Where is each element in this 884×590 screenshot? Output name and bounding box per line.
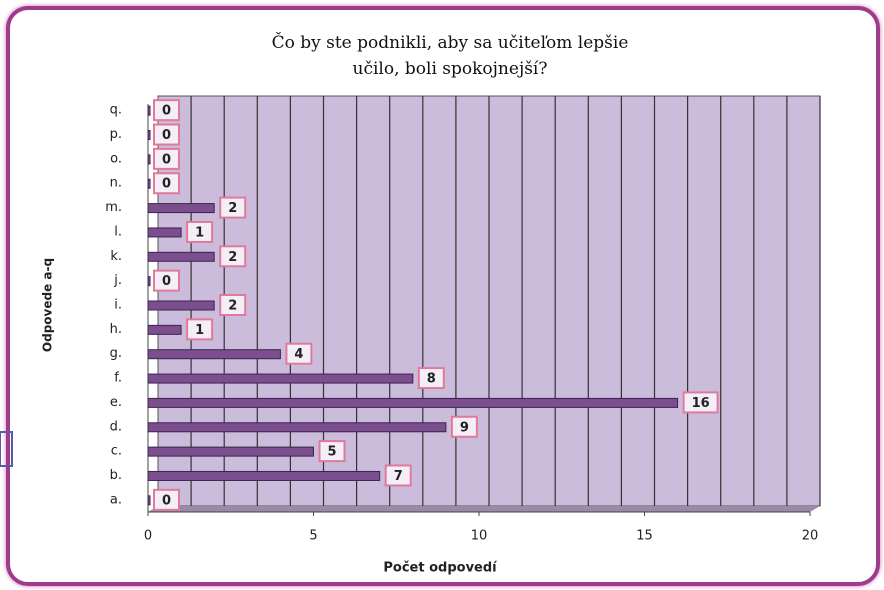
value-label: 0 bbox=[162, 104, 171, 119]
value-label-box bbox=[186, 318, 214, 341]
value-label: 7 bbox=[394, 469, 403, 484]
value-label-box bbox=[153, 99, 180, 122]
bar bbox=[147, 495, 151, 506]
value-label-box bbox=[186, 220, 214, 243]
value-label-box bbox=[384, 464, 412, 487]
bar bbox=[147, 470, 381, 481]
y-tick-label: c. bbox=[111, 444, 122, 459]
x-axis-label: Počet odpovedí bbox=[383, 561, 498, 576]
y-axis-label: Odpovede a-q bbox=[41, 258, 55, 352]
y-tick-label: g. bbox=[110, 346, 122, 361]
value-label: 8 bbox=[427, 372, 436, 387]
plot-floor bbox=[148, 506, 820, 512]
x-tick-label: 10 bbox=[471, 529, 488, 544]
value-label-box bbox=[417, 367, 445, 390]
bar bbox=[147, 105, 151, 116]
bar bbox=[147, 300, 215, 311]
value-label-box bbox=[450, 415, 478, 438]
y-tick-label: i. bbox=[114, 298, 122, 313]
value-label: 1 bbox=[195, 323, 204, 338]
value-label: 0 bbox=[162, 274, 171, 289]
bar bbox=[147, 251, 215, 262]
y-tick-label: f. bbox=[114, 371, 122, 386]
value-label-box bbox=[153, 123, 180, 146]
bar bbox=[147, 203, 215, 214]
x-tick-label: 5 bbox=[309, 529, 317, 544]
value-label: 0 bbox=[162, 177, 171, 192]
value-label: 2 bbox=[228, 299, 237, 314]
y-tick-label: l. bbox=[114, 224, 122, 239]
y-tick-label: j. bbox=[113, 273, 122, 288]
value-label-box bbox=[153, 488, 180, 511]
bar bbox=[147, 373, 414, 384]
value-label-box bbox=[153, 172, 180, 195]
y-tick-label: p. bbox=[110, 127, 122, 142]
bar bbox=[147, 227, 182, 238]
value-label: 5 bbox=[328, 445, 337, 460]
value-label: 4 bbox=[294, 347, 303, 362]
y-tick-label: n. bbox=[110, 176, 122, 191]
value-label: 0 bbox=[162, 152, 171, 167]
value-label: 2 bbox=[228, 250, 237, 265]
y-tick-label: q. bbox=[110, 103, 122, 118]
y-tick-label: k. bbox=[110, 249, 122, 264]
value-label: 0 bbox=[162, 493, 171, 508]
bar bbox=[147, 130, 151, 141]
bar bbox=[147, 324, 182, 335]
y-tick-label: b. bbox=[110, 468, 122, 483]
value-label-box bbox=[285, 342, 313, 365]
y-tick-label: h. bbox=[110, 322, 122, 337]
x-tick-label: 20 bbox=[802, 529, 819, 544]
value-label: 9 bbox=[460, 420, 469, 435]
bar bbox=[147, 422, 447, 433]
y-tick-label: a. bbox=[110, 492, 122, 507]
y-tick-label: e. bbox=[110, 395, 122, 410]
value-label-box bbox=[153, 269, 180, 292]
y-tick-label: m. bbox=[105, 200, 122, 215]
bar bbox=[147, 446, 314, 457]
value-label: 0 bbox=[162, 128, 171, 143]
value-label-box bbox=[318, 440, 346, 463]
bar bbox=[147, 397, 679, 408]
bar bbox=[147, 154, 151, 165]
x-tick-label: 0 bbox=[144, 529, 152, 544]
value-label-box bbox=[219, 294, 247, 316]
value-label: 1 bbox=[195, 225, 204, 240]
bar bbox=[147, 178, 151, 189]
bar bbox=[147, 276, 151, 287]
value-label-box bbox=[153, 147, 180, 170]
value-label: 16 bbox=[692, 396, 710, 411]
x-tick-label: 15 bbox=[636, 529, 653, 544]
value-label-box bbox=[682, 391, 719, 414]
value-label-box bbox=[219, 196, 247, 219]
edge-decoration bbox=[0, 431, 13, 467]
bar bbox=[147, 349, 281, 360]
value-label-box bbox=[219, 245, 247, 268]
value-label: 2 bbox=[228, 201, 237, 216]
chart-title: Čo by ste podnikli, aby sa učiteľom lepš… bbox=[271, 33, 629, 79]
y-tick-label: d. bbox=[110, 419, 122, 434]
y-tick-label: o. bbox=[110, 151, 122, 166]
